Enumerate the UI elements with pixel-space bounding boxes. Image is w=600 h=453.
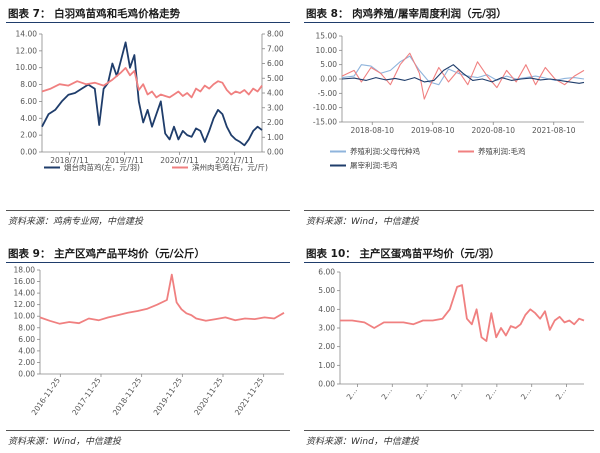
- x-tick-label: 2…: [554, 386, 568, 401]
- legend-label: 滨州肉毛鸡(右，元/斤): [192, 162, 268, 172]
- x-tick-label: 2020/7/11: [160, 156, 199, 165]
- source-rule: [304, 430, 594, 431]
- title-rule: [304, 22, 594, 23]
- x-tick-label: 2…: [449, 386, 463, 401]
- title-rule: [6, 262, 290, 263]
- y-tick-label: 12.00: [16, 46, 38, 55]
- y-tick-label: 0.00: [18, 370, 35, 379]
- y-tick-label: 8.00: [20, 80, 37, 89]
- y-tick-label: 14.00: [16, 30, 38, 39]
- y-tick-label: 16.00: [14, 277, 36, 286]
- y-tick-label: -15.00: [313, 118, 337, 127]
- y-tick-label: -10.00: [313, 103, 337, 112]
- y-tick-label-right: 6.00: [267, 59, 284, 68]
- y-tick-label: 2.00: [20, 131, 37, 140]
- x-tick-label: 2021-11-25: [233, 376, 266, 417]
- y-tick-label: 0.00: [20, 148, 37, 157]
- legend-label: 养殖利润:父母代种鸡: [350, 146, 420, 156]
- source-text-fig10: 资料来源：Wind，中信建投: [306, 437, 419, 447]
- legend-label: 烟台肉苗鸡(左，元/羽): [64, 162, 140, 172]
- y-tick-label-right: 3.00: [267, 103, 284, 112]
- chart-title-fig8: 图表 8： 肉鸡养殖/屠宰周度利润（元/羽）: [306, 8, 507, 20]
- legend-label: 屠宰利润:毛鸡: [350, 160, 398, 170]
- series-line: [340, 284, 585, 342]
- chart-svg-fig9: 0.00 2.00 4.00 6.00 8.00 10.00 12.00 14.00 16.00…: [14, 266, 285, 417]
- title-rule: [6, 22, 290, 23]
- x-tick-label: 2018-08-10: [350, 126, 394, 135]
- y-tick-label-right: 7.00: [267, 44, 284, 53]
- y-tick-label-right: 0.00: [267, 148, 284, 157]
- x-tick-label: 2019/7/11: [105, 156, 144, 165]
- source-text-fig7: 资料来源：鸡病专业网，中信建投: [8, 217, 144, 227]
- x-tick-label: 2…: [345, 386, 359, 401]
- series-line: [41, 41, 263, 147]
- x-tick-label: 2…: [519, 386, 533, 401]
- source-rule: [304, 210, 594, 211]
- chart-title-fig9: 图表 9： 主产区鸡产品平均价（元/公斤）: [8, 248, 205, 260]
- y-tick-label: 14.00: [14, 289, 36, 298]
- y-tick-label: 2.00: [318, 342, 335, 351]
- series-line: [341, 55, 585, 86]
- y-tick-label-right: 8.00: [267, 30, 284, 39]
- chart-svg-fig10: 0.00 1.00 2.00 3.00 4.00 5.00 6.00 2… 2… 2… 2… 2… 2……: [318, 268, 585, 401]
- y-tick-label: 6.00: [20, 97, 37, 106]
- source-text-fig8: 资料来源：Wind，中信建投: [306, 217, 419, 227]
- y-tick-label: 0.00: [320, 75, 337, 84]
- title-rule: [304, 262, 594, 263]
- x-tick-label: 2016-11-25: [30, 376, 63, 417]
- y-tick-label: 10.00: [16, 63, 38, 72]
- x-tick-label: 2020-11-25: [192, 376, 225, 417]
- source-rule: [6, 210, 290, 211]
- x-tick-label: 2018-11-25: [111, 376, 144, 417]
- series-line: [39, 273, 285, 325]
- y-tick-label: 4.00: [20, 114, 37, 123]
- y-tick-label: 10.00: [14, 312, 36, 321]
- legend-label: 养殖利润:毛鸡: [478, 146, 526, 156]
- x-tick-label: 2017-11-25: [70, 376, 103, 417]
- series-line: [41, 67, 263, 99]
- y-tick-label: 3.00: [318, 324, 335, 333]
- y-tick-label: 2.00: [18, 358, 35, 367]
- x-tick-label: 2019-11-25: [152, 376, 185, 417]
- y-tick-label: 8.00: [18, 323, 35, 332]
- source-rule: [6, 430, 290, 431]
- series-line: [341, 64, 585, 84]
- x-tick-label: 2…: [414, 386, 428, 401]
- x-tick-label: 2019-08-10: [411, 126, 455, 135]
- chart-svg-fig7: 0.00 2.00 4.00 6.00 8.00 10.00 12.00 14.00 0.00 1…: [16, 30, 284, 173]
- x-tick-label: 2021/7/11: [215, 156, 254, 165]
- x-tick-label: 2…: [484, 386, 498, 401]
- x-tick-label: 2…: [380, 386, 394, 401]
- y-tick-label: 4.00: [18, 346, 35, 355]
- series-line: [341, 52, 585, 100]
- y-tick-label-right: 1.00: [267, 133, 284, 142]
- y-tick-label: 5.00: [320, 60, 337, 69]
- x-tick-label: 2018/7/11: [50, 156, 89, 165]
- y-tick-label: 5.00: [318, 286, 335, 295]
- x-tick-label: 2021-08-10: [532, 126, 576, 135]
- y-tick-label: 6.00: [18, 335, 35, 344]
- y-tick-label: 4.00: [318, 305, 335, 314]
- y-tick-label-right: 4.00: [267, 89, 284, 98]
- y-tick-label: 6.00: [318, 268, 335, 277]
- y-tick-label: 10.00: [316, 46, 338, 55]
- y-tick-label: 0.00: [318, 380, 335, 389]
- y-tick-label: 15.00: [316, 32, 338, 41]
- y-tick-label: -5.00: [318, 89, 338, 98]
- y-tick-label: 12.00: [14, 300, 36, 309]
- chart-title-fig10: 图表 10： 主产区蛋鸡苗平均价（元/羽）: [306, 248, 500, 260]
- y-tick-label: 18.00: [14, 266, 36, 275]
- y-tick-label-right: 2.00: [267, 118, 284, 127]
- source-text-fig9: 资料来源：Wind，中信建投: [8, 437, 121, 447]
- chart-title-fig7: 图表 7： 白羽鸡苗鸡和毛鸡价格走势: [8, 8, 181, 20]
- y-tick-label-right: 5.00: [267, 74, 284, 83]
- x-tick-label: 2020-08-10: [471, 126, 515, 135]
- chart-svg-fig8: -15.00 -10.00 -5.00 0.00 5.00 10.00 15.00 2018-…: [313, 32, 585, 170]
- y-tick-label: 1.00: [318, 361, 335, 370]
